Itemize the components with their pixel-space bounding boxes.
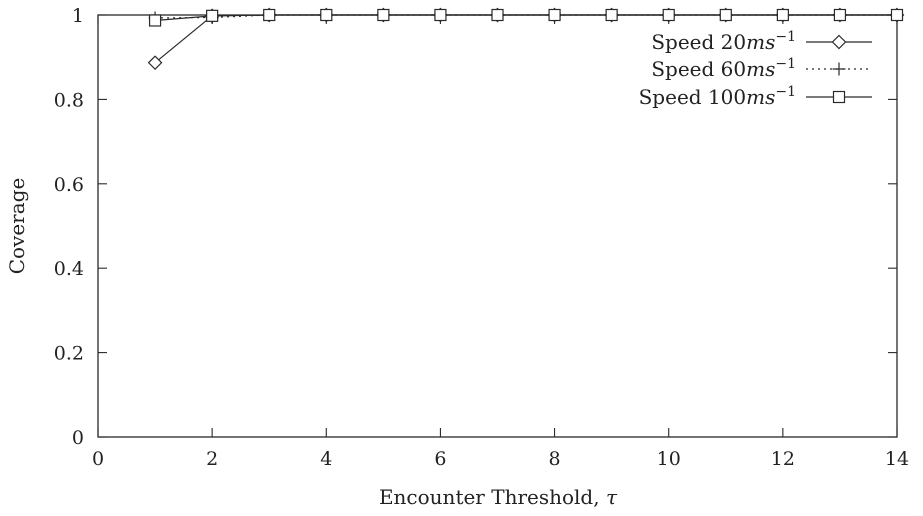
data-point-square (263, 8, 276, 22)
data-point-square (662, 8, 675, 22)
data-point-square (776, 8, 789, 22)
legend-label-exp: −1 (775, 56, 796, 72)
series-layer (147, 7, 905, 71)
y-tick-label: 1 (72, 5, 84, 27)
data-point-square (377, 8, 390, 22)
plot-border (97, 14, 898, 438)
legend-label: Speed 60ms−1 (651, 56, 796, 81)
x-axis-label-symbol: τ (606, 485, 618, 509)
legend-marker-square (832, 90, 846, 104)
legend-label-unit: ms (746, 57, 775, 81)
x-tick-label: 4 (320, 448, 332, 470)
legend-marker-diamond (831, 34, 847, 50)
data-point-square (491, 8, 504, 22)
legend-label-exp: −1 (775, 29, 796, 45)
data-point-square (548, 8, 561, 22)
y-tick-label: 0.8 (54, 89, 84, 111)
x-tick-label: 8 (549, 448, 561, 470)
legend-label-prefix: Speed 20 (651, 30, 746, 54)
y-tick-label: 0 (72, 427, 84, 449)
y-tick-label: 0.4 (54, 258, 84, 280)
data-point-square (320, 8, 333, 22)
series-square (148, 8, 904, 27)
x-tick-label: 12 (771, 448, 795, 470)
legend-item-plus: Speed 60ms−1 (651, 56, 872, 81)
x-axis-label: Encounter Threshold, τ (379, 485, 618, 509)
legend-label: Speed 20ms−1 (651, 29, 796, 54)
x-tick-label: 6 (434, 448, 446, 470)
y-tick-label: 0.2 (54, 343, 84, 365)
data-point-square (719, 8, 732, 22)
data-point-square (605, 8, 618, 22)
x-tick-label: 0 (92, 448, 104, 470)
data-point-square (833, 8, 847, 22)
legend-item-square: Speed 100ms−1 (639, 84, 872, 109)
data-point-diamond (147, 55, 163, 71)
y-axis-label: Coverage (5, 178, 29, 275)
x-axis-label-text: Encounter Threshold, (379, 485, 606, 509)
series-line-square (155, 14, 897, 22)
legend-label-prefix: Speed 100 (639, 85, 747, 109)
x-tick-label: 14 (885, 448, 909, 470)
y-axis: 0 0.2 0.4 0.6 0.8 1 (54, 5, 897, 449)
x-tick-label: 2 (206, 448, 218, 470)
legend-marker-plus (832, 62, 846, 76)
legend-label-prefix: Speed 60 (651, 57, 746, 81)
legend-label-unit: ms (746, 30, 775, 54)
series-plus (148, 8, 904, 25)
legend-label-exp: −1 (775, 84, 796, 100)
legend-label: Speed 100ms−1 (639, 84, 796, 109)
y-tick-label: 0.6 (54, 174, 84, 196)
plot-area (97, 14, 898, 438)
x-tick-label: 10 (657, 448, 681, 470)
data-point-square (890, 8, 904, 22)
legend-label-unit: ms (746, 85, 775, 109)
data-point-square (148, 14, 162, 27)
data-point-square (434, 8, 447, 22)
data-point-square (206, 9, 219, 22)
legend-item-diamond: Speed 20ms−1 (651, 29, 872, 54)
